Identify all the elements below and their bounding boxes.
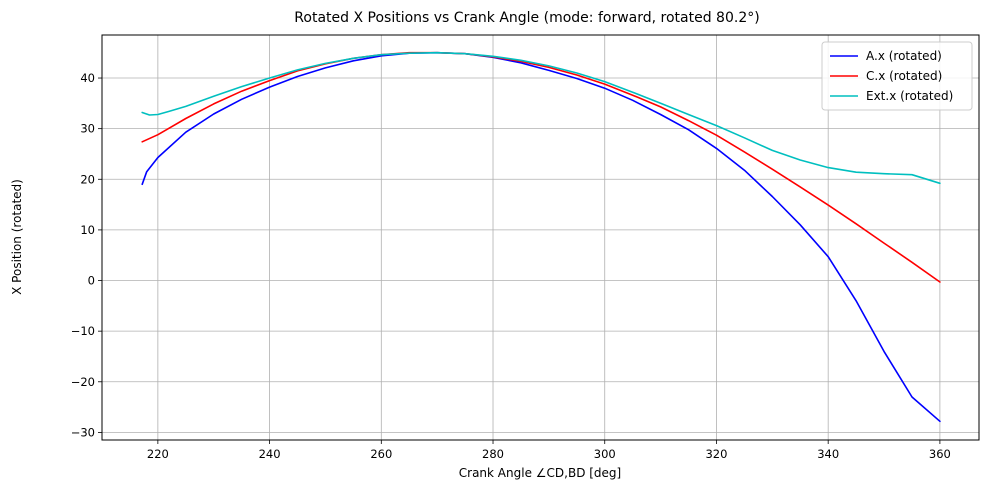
x-tick-label: 360 xyxy=(929,447,951,461)
chart-title: Rotated X Positions vs Crank Angle (mode… xyxy=(294,10,759,26)
y-tick-label: −10 xyxy=(71,324,95,338)
y-tick-label: 0 xyxy=(88,274,95,288)
y-tick-label: 10 xyxy=(80,223,95,237)
x-tick-label: 300 xyxy=(594,447,616,461)
series-layer xyxy=(141,51,941,423)
x-tick-label: 240 xyxy=(259,447,281,461)
x-tick-label: 340 xyxy=(817,447,839,461)
x-tick-label: 320 xyxy=(705,447,727,461)
y-axis-label: X Position (rotated) xyxy=(10,179,24,295)
y-tick-label: 20 xyxy=(80,172,95,186)
y-tick-label: −20 xyxy=(71,375,95,389)
y-tick-label: 30 xyxy=(80,122,95,136)
legend-label: A.x (rotated) xyxy=(866,49,942,63)
ticks: 220 240 260 280 300 320 340 360 −30 −20 −10 0 10 20 30… xyxy=(71,71,951,461)
legend-label: C.x (rotated) xyxy=(866,69,942,83)
x-tick-label: 260 xyxy=(370,447,392,461)
series-line-0 xyxy=(141,51,941,423)
y-tick-label: −30 xyxy=(71,425,95,439)
x-tick-label: 280 xyxy=(482,447,504,461)
legend-box xyxy=(821,41,973,111)
legend: A.x (rotated) C.x (rotated) Ext.x (rotated… xyxy=(821,41,973,111)
x-tick-label: 220 xyxy=(147,447,169,461)
y-tick-label: 40 xyxy=(80,71,95,85)
legend-label: Ext.x (rotated) xyxy=(866,89,953,103)
plot-frame xyxy=(101,34,980,441)
x-axis-label: Crank Angle ∠CD,BD [deg] xyxy=(459,466,621,480)
series-line-2 xyxy=(141,51,941,185)
series-line-1 xyxy=(141,51,941,283)
